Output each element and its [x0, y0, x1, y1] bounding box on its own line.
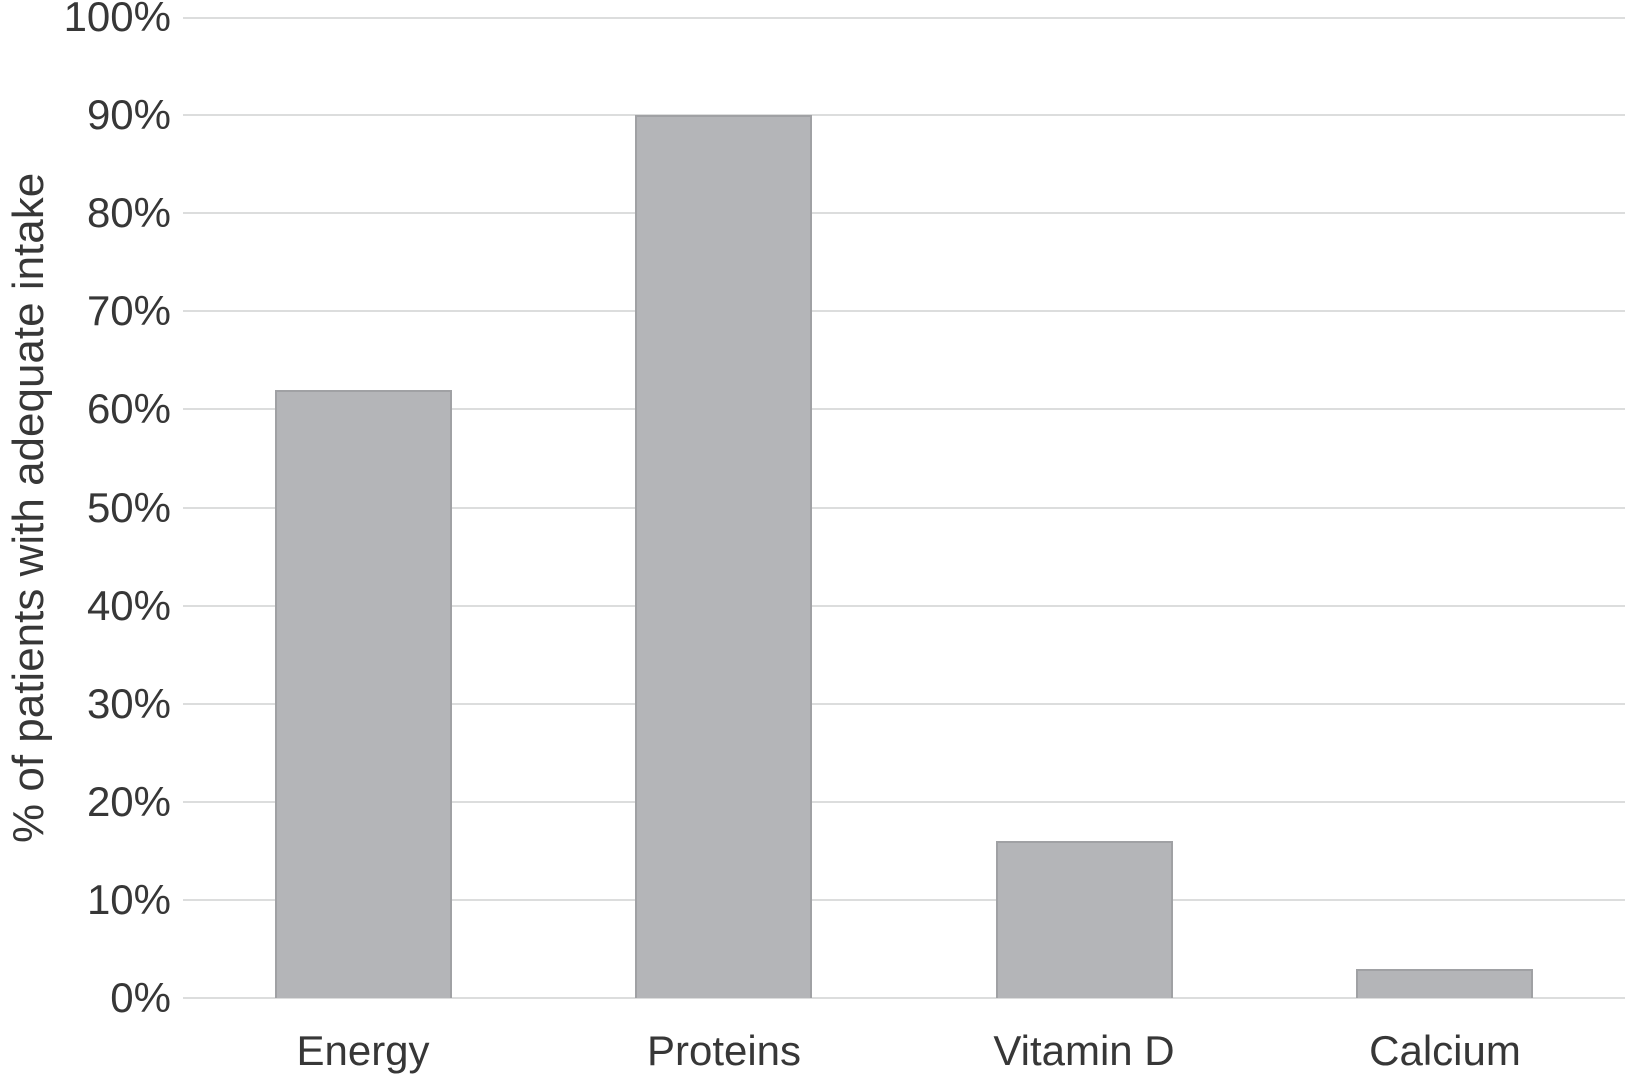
- bar-calcium: [1356, 969, 1533, 998]
- y-tick-label-10%: 10%: [86, 876, 171, 923]
- gridline-90%: [183, 114, 1625, 116]
- bar-energy: [275, 390, 452, 998]
- y-tick-label-50%: 50%: [86, 484, 171, 531]
- gridline-20%: [183, 801, 1625, 803]
- y-tick-label-60%: 60%: [86, 385, 171, 432]
- y-tick-label-100%: 100%: [63, 0, 171, 40]
- gridline-0%: [183, 997, 1625, 999]
- x-category-label-vitamin-d: Vitamin D: [993, 1027, 1175, 1074]
- bar-vitamin-d: [996, 841, 1173, 998]
- y-tick-label-0%: 0%: [110, 974, 171, 1021]
- y-tick-label-90%: 90%: [86, 91, 171, 138]
- gridline-30%: [183, 703, 1625, 705]
- plot-area: 0% 10% 20% 30% 40% 50% 60% 70% 80% 90% 100% Energy P…: [64, 0, 1625, 1072]
- y-tick-label-80%: 80%: [86, 189, 171, 236]
- y-tick-label-40%: 40%: [86, 582, 171, 629]
- gridline-10%: [183, 899, 1625, 901]
- gridline-100%: [183, 17, 1625, 19]
- gridline-70%: [183, 310, 1625, 312]
- y-tick-label-70%: 70%: [86, 287, 171, 334]
- y-axis-title: % of patients with adequate intake: [4, 172, 53, 843]
- x-category-label-calcium: Calcium: [1369, 1027, 1521, 1074]
- gridline-40%: [183, 605, 1625, 607]
- gridline-80%: [183, 212, 1625, 214]
- x-category-label-energy: Energy: [296, 1027, 430, 1074]
- gridline-60%: [183, 408, 1625, 410]
- y-tick-label-30%: 30%: [86, 680, 171, 727]
- gridline-50%: [183, 507, 1625, 509]
- y-tick-label-20%: 20%: [86, 778, 171, 825]
- bar-proteins: [635, 115, 812, 998]
- x-category-label-proteins: Proteins: [646, 1027, 802, 1074]
